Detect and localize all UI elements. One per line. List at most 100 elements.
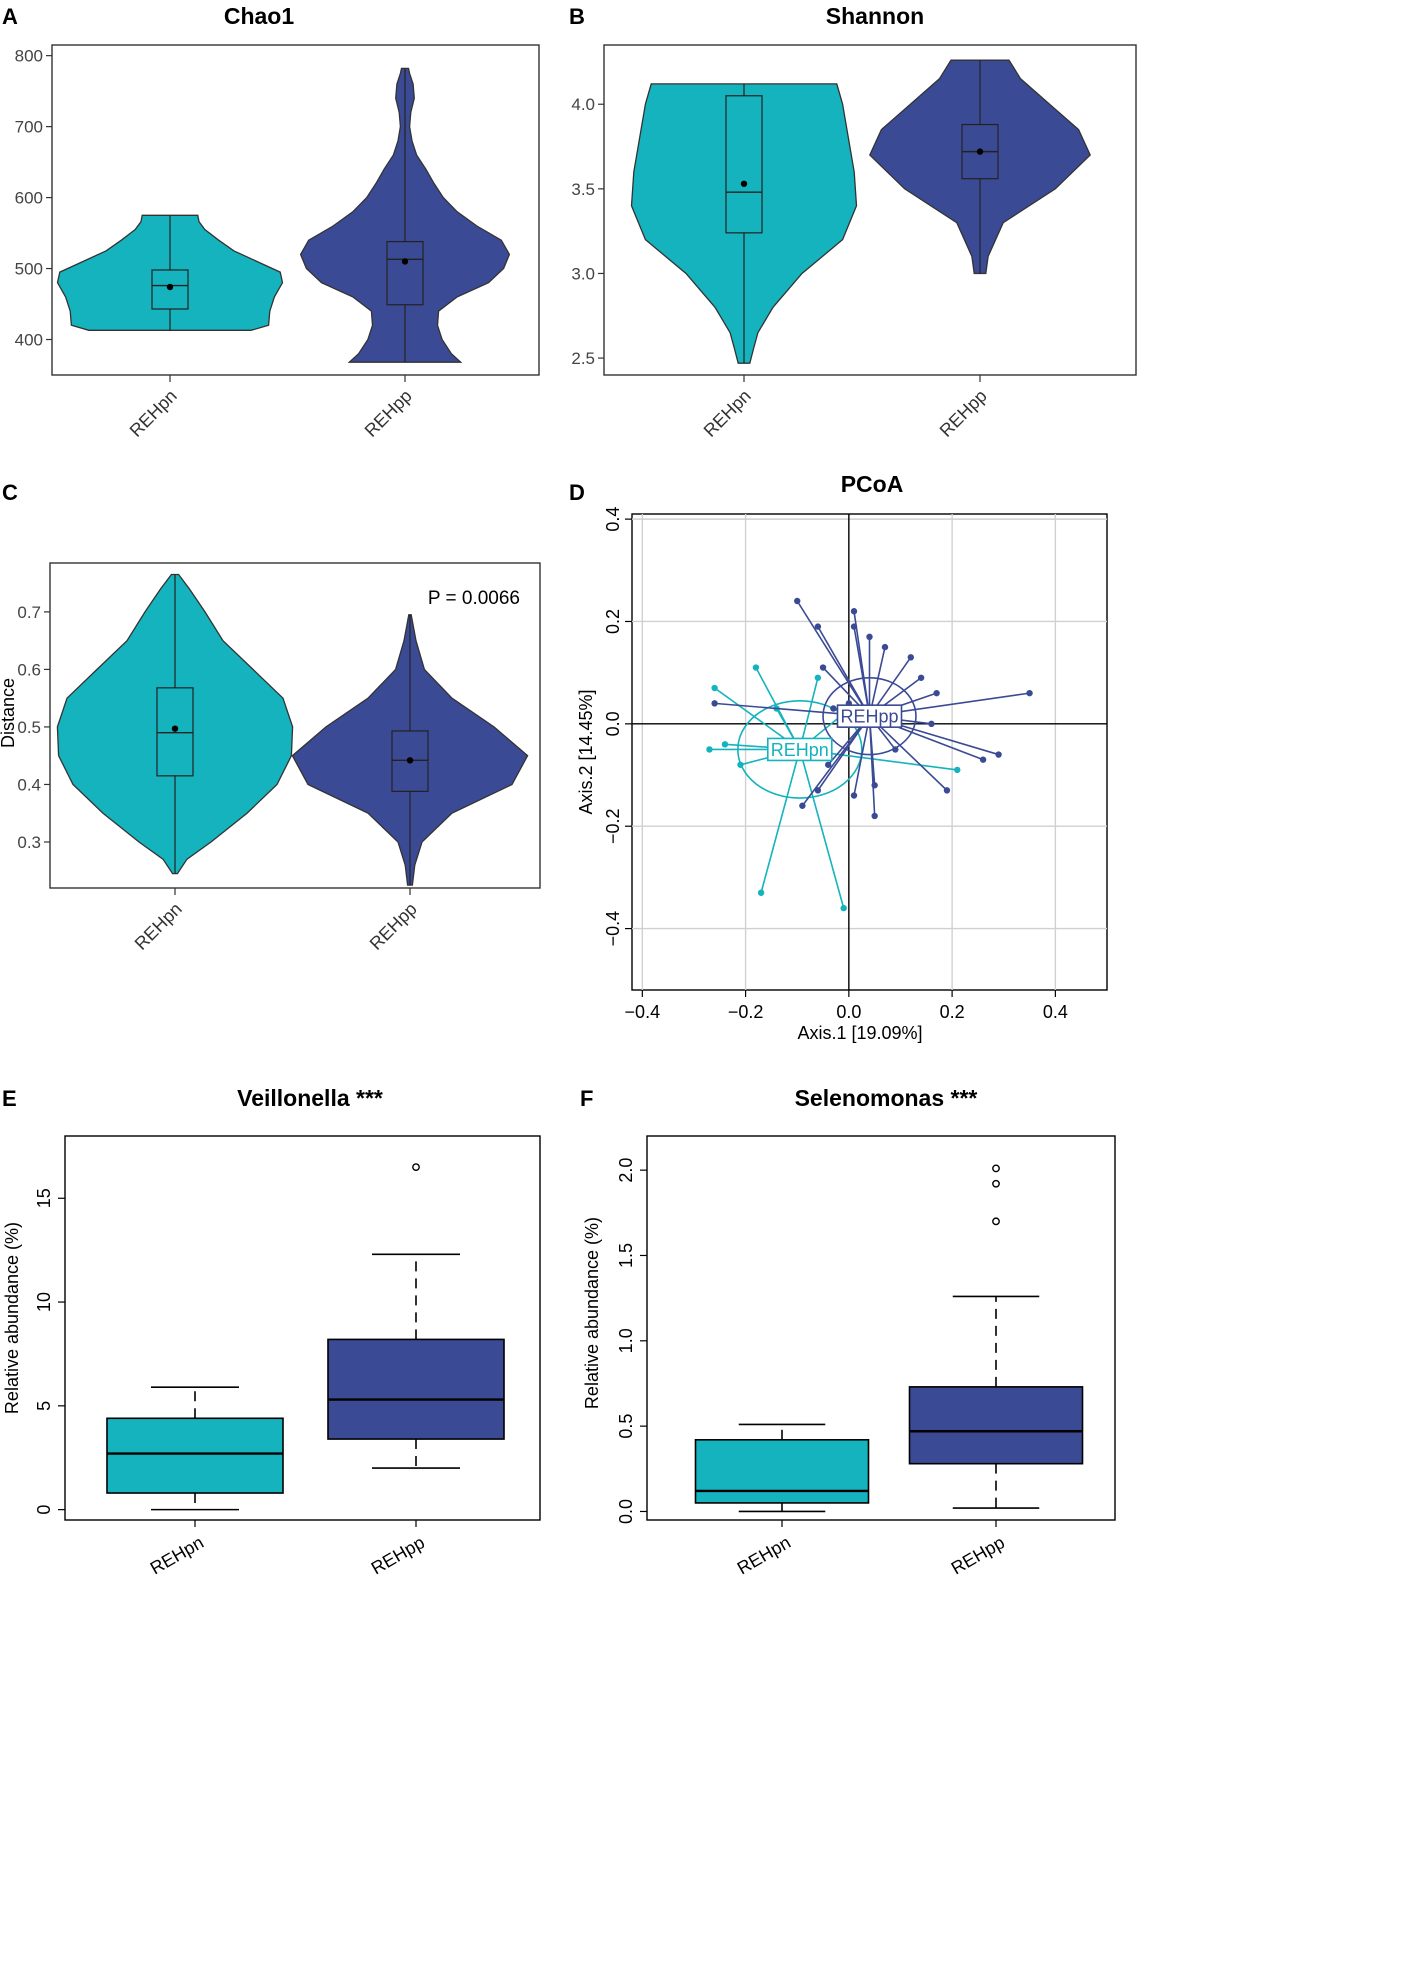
panel-d-plot-frame [631,513,1108,991]
data-point-rehpp [814,787,822,794]
data-point-rehpp [1026,689,1033,697]
centroid-label-box [766,737,833,762]
data-point-rehpp [881,643,889,651]
y-tick-label: 0.4 [17,775,41,794]
box-rehpn [151,269,189,310]
y-tick-label: 0.5 [17,718,41,737]
y-tick-label: 0.5 [616,1414,636,1439]
spider-line [799,749,845,909]
y-tick-label: 3.0 [571,264,595,283]
panel-d-title: PCoA [841,471,904,497]
data-point-rehpp [830,705,837,712]
ellipse-rehpp [822,676,917,756]
panel-c-p-value: P = 0.0066 [428,588,520,609]
y-tick-label: 0 [34,1505,54,1515]
spider-line [868,715,948,791]
panel-f-y-axis-title: Relative abundance (%) [582,1217,602,1409]
panel-letter-d: D [569,480,585,505]
spider-line [760,749,801,893]
panel-e-y-axis-title: Relative abundance (%) [2,1222,22,1414]
panel-b-plot: 2.5 3.0 3.5 4.0 REHpn REHpp [571,59,1091,441]
data-point-rehpn [711,684,718,692]
y-tick-label: 0.0 [603,711,623,736]
data-point-rehpp [711,700,718,707]
y-tick-label: 0.3 [17,833,41,852]
panel-a-title: Chao1 [224,3,295,29]
panel-d: D PCoA Axis.1 [19.09%] Axis.2 [14.45%] −… [569,471,1108,1043]
panel-f-plot-frame [646,1135,1116,1521]
y-tick-label: 0.0 [616,1499,636,1524]
y-tick-label: 0.7 [17,603,41,622]
outlier-point [412,1163,420,1172]
panel-a: A Chao1 400 500 600 700 800 REHpn REHpp [2,3,540,441]
spider-line [817,626,871,717]
box-rehpp [386,240,424,306]
data-point-rehpp [871,812,878,820]
y-tick-label: 2.5 [571,349,595,368]
spider-line [796,600,871,717]
panel-d-plot: −0.4 −0.2 0.0 0.2 0.4 −0.4 −0.2 0.0 0.2 0.4 REHpn R… [603,507,1107,1022]
y-tick-label: 3.5 [571,180,595,199]
panel-c-plot-frame [49,562,541,889]
y-tick-label: 15 [34,1188,54,1208]
panel-a-plot-frame [51,44,540,376]
x-tick-label: REHpp [936,386,991,441]
y-tick-label: 600 [15,189,43,208]
spider-line [817,715,871,791]
data-point-rehpn [840,904,847,912]
x-tick-label: REHpp [366,899,421,954]
data-point-rehpp [814,623,822,630]
data-point-rehpp [933,689,940,697]
panel-b-plot-frame [603,44,1137,376]
data-point-rehpn [814,674,822,681]
panel-letter-a: A [2,4,18,29]
y-tick-label: 1.5 [616,1243,636,1268]
y-tick-label: 5 [34,1401,54,1411]
data-point-rehpp [799,802,806,809]
data-point-rehpp [794,597,801,605]
centroid-label-rehpn: REHpn [771,740,829,760]
data-point-rehpp [850,623,858,630]
data-point-rehpp [871,782,878,789]
box-rehpp [327,1338,505,1440]
panel-f-title: Selenomonas *** [795,1085,978,1111]
y-tick-label: 0.2 [603,609,623,634]
outlier-point [992,1164,1000,1173]
data-point-rehpp [928,720,935,728]
panel-c-plot: 0.3 0.4 0.5 0.6 0.7 REHpn REHpp [17,573,529,954]
panel-d-x-axis-title: Axis.1 [19.09%] [797,1023,922,1043]
x-tick-label: −0.4 [625,1002,661,1022]
y-tick-label: −0.4 [603,911,623,947]
x-tick-label: REHpn [131,899,186,954]
y-tick-label: 400 [15,331,43,350]
panel-letter-c: C [2,480,18,505]
spider-line [853,626,871,717]
data-point-rehpn [721,741,729,748]
panel-e: E Veillonella *** Relative abundance (%)… [2,1085,541,1578]
data-point-rehpn [706,746,713,753]
panel-e-plot: 0 5 10 15 REHpn REHpp [34,1163,505,1578]
data-point-rehpp [866,633,873,641]
panel-letter-f: F [580,1086,593,1111]
mean-point [171,725,179,732]
spider-line [853,716,871,796]
data-point-rehpn [954,766,961,774]
x-tick-label: 0.4 [1043,1002,1068,1022]
x-tick-label: REHpn [147,1532,207,1578]
y-tick-label: 1.0 [616,1328,636,1353]
x-tick-label: 0.0 [836,1002,861,1022]
y-tick-label: −0.2 [603,808,623,844]
data-point-rehpp [907,654,915,661]
y-tick-label: 800 [15,47,43,66]
y-tick-label: 4.0 [571,95,595,114]
box-rehpn [106,1417,284,1494]
y-tick-label: 0.6 [17,660,41,679]
data-point-rehpp [979,756,987,763]
data-point-rehpp [943,787,951,794]
panel-letter-e: E [2,1086,17,1111]
panel-d-y-axis-title: Axis.2 [14.45%] [576,689,596,814]
panel-c-y-axis-title: Distance [0,678,18,748]
x-tick-label: REHpn [126,386,181,441]
x-tick-label: REHpp [368,1532,428,1578]
